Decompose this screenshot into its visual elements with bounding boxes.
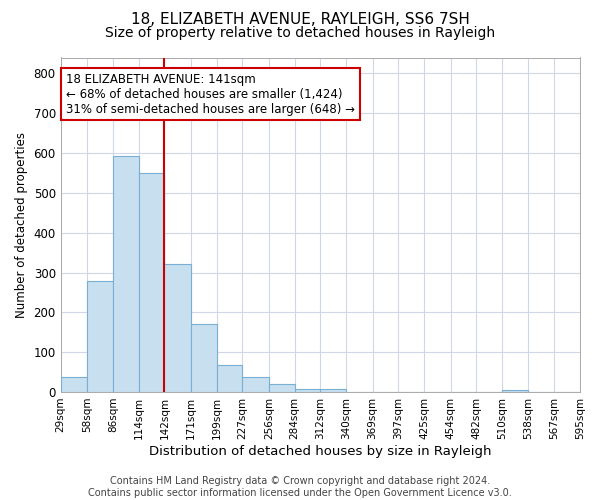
Text: Size of property relative to detached houses in Rayleigh: Size of property relative to detached ho…: [105, 26, 495, 40]
Text: 18, ELIZABETH AVENUE, RAYLEIGH, SS6 7SH: 18, ELIZABETH AVENUE, RAYLEIGH, SS6 7SH: [131, 12, 469, 28]
Text: Contains HM Land Registry data © Crown copyright and database right 2024.
Contai: Contains HM Land Registry data © Crown c…: [88, 476, 512, 498]
Bar: [242, 377, 269, 392]
Text: 18 ELIZABETH AVENUE: 141sqm
← 68% of detached houses are smaller (1,424)
31% of : 18 ELIZABETH AVENUE: 141sqm ← 68% of det…: [66, 72, 355, 116]
Bar: [502, 390, 527, 392]
Bar: [191, 324, 217, 392]
Bar: [217, 366, 242, 392]
Y-axis label: Number of detached properties: Number of detached properties: [15, 132, 28, 318]
Bar: [164, 264, 191, 392]
Bar: [295, 389, 320, 392]
Bar: [87, 282, 113, 392]
Bar: [269, 384, 295, 392]
X-axis label: Distribution of detached houses by size in Rayleigh: Distribution of detached houses by size …: [149, 444, 491, 458]
Bar: [320, 389, 346, 392]
Bar: [113, 156, 139, 392]
Bar: [61, 377, 87, 392]
Bar: [139, 173, 164, 392]
